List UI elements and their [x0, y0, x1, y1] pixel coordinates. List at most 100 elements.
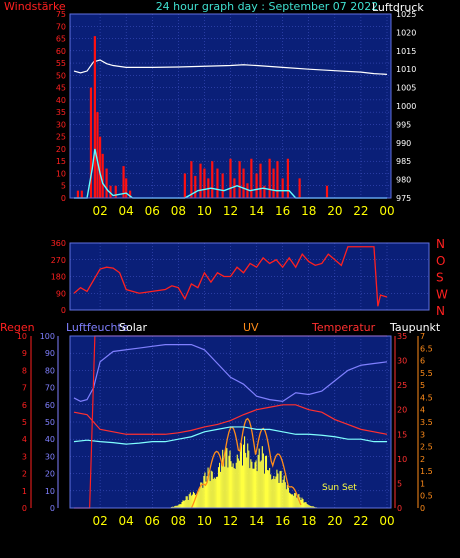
wind-tick-label: 45 [56, 84, 66, 93]
temperature-tick-label: 25 [397, 381, 407, 390]
uv-label: UV [243, 321, 259, 334]
wind-pressure-grid [70, 13, 391, 199]
uv-tick-label: 5 [420, 381, 425, 390]
wind-direction-plot [70, 243, 429, 310]
time-tick-label: 14 [249, 514, 264, 528]
humidity-tick-label: 0 [50, 504, 55, 513]
time-tick-label: 06 [145, 514, 160, 528]
compass-tick-label: W [436, 287, 448, 301]
regen-tick-label: 3 [22, 452, 27, 461]
uv-tick-label: 7 [420, 332, 425, 341]
time-tick-label: 18 [301, 514, 316, 528]
dewpoint-line [73, 426, 387, 445]
windstaerke-label: Windstärke [4, 0, 66, 13]
temperatur-label: Temperatur [311, 321, 376, 334]
time-tick-label: 02 [92, 204, 107, 218]
humidity-tick-label: 100 [40, 332, 55, 341]
time-tick-label: 04 [119, 514, 134, 528]
compass-tick-label: O [436, 254, 445, 268]
temperature-tick-label: 0 [397, 504, 402, 513]
uv-line [190, 417, 302, 509]
compass-tick-label: N [436, 237, 445, 251]
uv-tick-label: 0 [420, 504, 425, 513]
uv-tick-label: 3 [420, 430, 425, 439]
chart-title: 24 hour graph day : September 07 2022 [156, 0, 379, 13]
pressure-tick-label: 975 [396, 194, 411, 203]
uv-tick-label: 3.5 [420, 418, 433, 427]
wind-tick-label: 20 [56, 145, 66, 154]
humidity-tick-label: 40 [45, 435, 55, 444]
wind-tick-label: 75 [56, 10, 66, 19]
pressure-tick-label: 1025 [396, 10, 416, 19]
plot-frame [69, 13, 392, 199]
time-tick-label: 00 [379, 204, 394, 218]
pressure-tick-label: 990 [396, 139, 411, 148]
taupunkt-label: Taupunkt [389, 321, 441, 334]
temperature-tick-label: 5 [397, 479, 402, 488]
uv-tick-label: 6 [420, 357, 425, 366]
regen-tick-label: 5 [22, 418, 27, 427]
humidity-tick-label: 80 [45, 366, 55, 375]
wind-tick-label: 60 [56, 47, 66, 56]
wind-tick-label: 65 [56, 35, 66, 44]
pressure-tick-label: 1000 [396, 102, 416, 111]
humidity-tick-label: 90 [45, 349, 55, 358]
wind-tick-label: 15 [56, 157, 66, 166]
temperature-tick-label: 30 [397, 357, 407, 366]
compass-tick-label: N [436, 304, 445, 318]
time-tick-label: 12 [223, 204, 238, 218]
wind-tick-label: 35 [56, 108, 66, 117]
regen-tick-label: 1 [22, 487, 27, 496]
climate-axes: 0123456789100102030405060708090100051015… [17, 332, 433, 528]
pressure-tick-label: 1010 [396, 65, 416, 74]
humidity-tick-label: 30 [45, 452, 55, 461]
direction-tick-label: 270 [51, 256, 66, 265]
time-tick-label: 10 [197, 514, 212, 528]
time-tick-label: 06 [145, 204, 160, 218]
regen-label: Regen [0, 321, 35, 334]
time-tick-label: 04 [119, 204, 134, 218]
time-tick-label: 14 [249, 204, 264, 218]
temperature-tick-label: 20 [397, 406, 407, 415]
time-tick-label: 02 [92, 514, 107, 528]
wind-tick-label: 10 [56, 169, 66, 178]
regen-tick-label: 6 [22, 401, 27, 410]
time-tick-label: 20 [327, 514, 342, 528]
time-tick-label: 22 [353, 204, 368, 218]
time-tick-label: 16 [275, 204, 290, 218]
wind-tick-label: 30 [56, 120, 66, 129]
time-tick-label: 00 [379, 514, 394, 528]
uv-tick-label: 0.5 [420, 492, 433, 501]
regen-tick-label: 8 [22, 366, 27, 375]
temperature-tick-label: 15 [397, 430, 407, 439]
uv-tick-label: 2.5 [420, 443, 433, 452]
uv-tick-label: 4.5 [420, 393, 433, 402]
plot-frame [69, 242, 430, 311]
uv-tick-label: 2 [420, 455, 425, 464]
luftfeuchte-label: Luftfeuchte [66, 321, 129, 334]
humidity-tick-label: 70 [45, 384, 55, 393]
time-tick-label: 18 [301, 204, 316, 218]
wind-pressure-axes: 0510152025303540455055606570759759809859… [56, 10, 417, 218]
wind-tick-label: 0 [61, 194, 66, 203]
regen-tick-label: 2 [22, 470, 27, 479]
pressure-tick-label: 1020 [396, 28, 416, 37]
humidity-line [73, 344, 388, 402]
time-tick-label: 20 [327, 204, 342, 218]
pressure-tick-label: 1015 [396, 47, 416, 56]
humidity-tick-label: 20 [45, 470, 55, 479]
luftdruck-label: Luftdruck [372, 1, 424, 14]
humidity-tick-label: 60 [45, 401, 55, 410]
regen-tick-label: 0 [22, 504, 27, 513]
solar-label: Solar [119, 321, 148, 334]
regen-tick-label: 9 [22, 349, 27, 358]
uv-tick-label: 4 [420, 406, 425, 415]
humidity-tick-label: 50 [45, 418, 55, 427]
time-tick-label: 08 [171, 204, 186, 218]
uv-tick-label: 1.5 [420, 467, 433, 476]
pressure-tick-label: 995 [396, 120, 411, 129]
time-tick-label: 16 [275, 514, 290, 528]
